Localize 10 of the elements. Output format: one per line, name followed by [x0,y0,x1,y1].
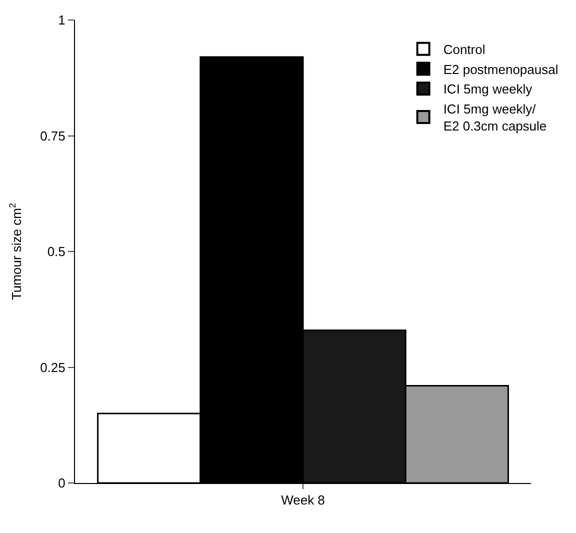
legend-label: ICI 5mg weekly/ E2 0.3cm capsule [443,102,547,134]
y-tick-label: 0.25 [40,360,66,375]
x-tick-label: Week 8 [281,492,325,508]
legend-label: ICI 5mg weekly [443,82,533,97]
y-tick-label: 0.75 [40,128,66,144]
legend-label: Control [443,42,486,57]
legend-label: E2 postmenopausal [443,62,558,77]
y-tick-label: 1 [58,12,66,28]
y-tick-label: 0.5 [47,244,66,260]
y-tick-label: 0 [58,476,66,491]
